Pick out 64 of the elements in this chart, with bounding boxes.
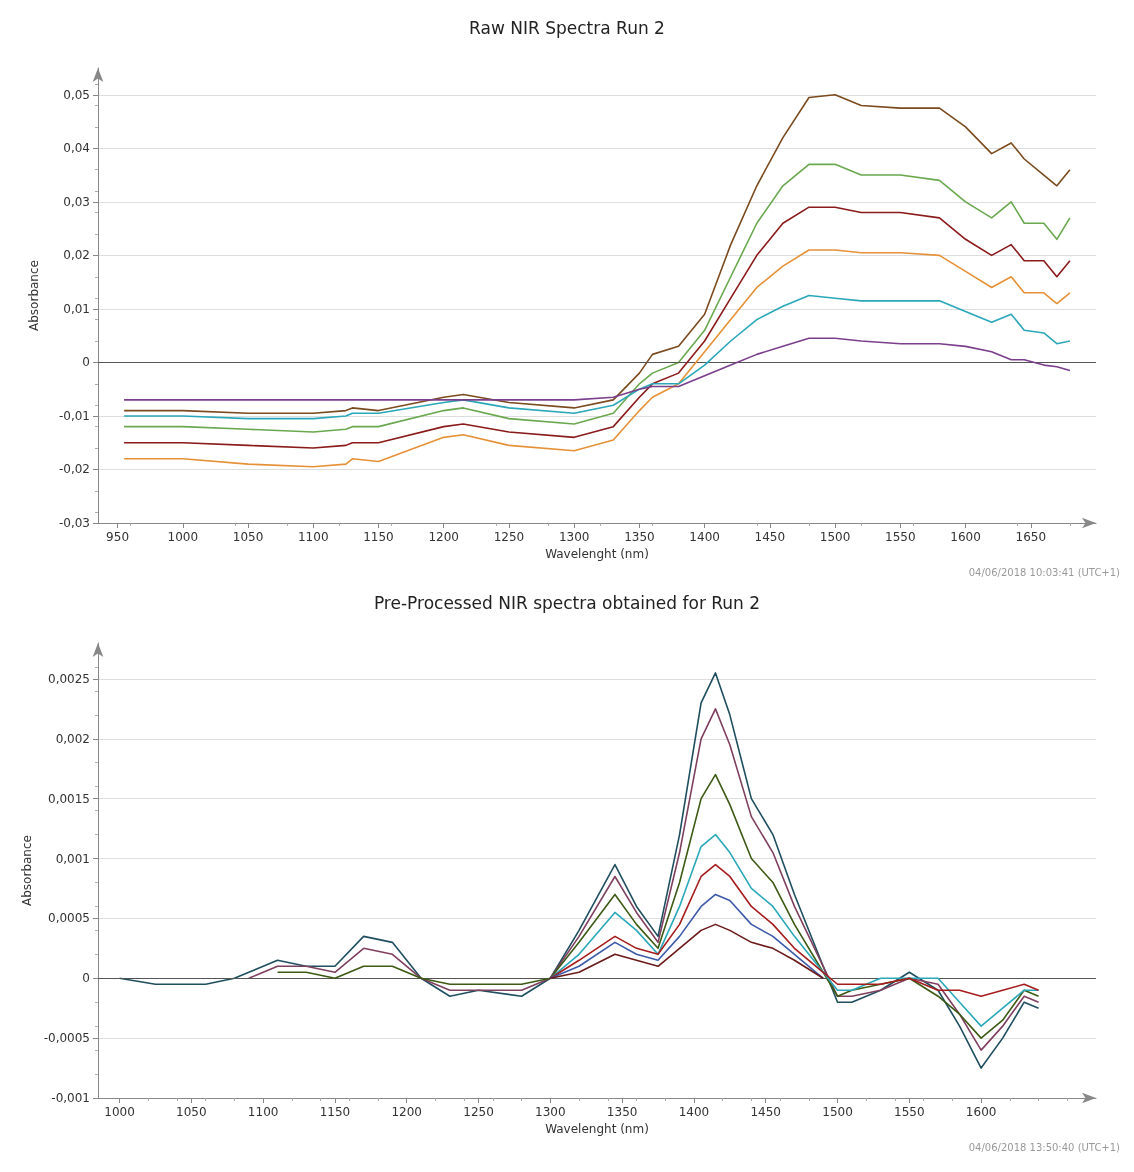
x-tick-label: 1300: [558, 530, 590, 544]
y-tick-label: 0,002: [55, 731, 90, 746]
line-series: [123, 163, 1071, 433]
x-tick-label: 1150: [363, 530, 394, 544]
y-axis-title: Absorbance: [27, 260, 41, 331]
x-axis-title: Wavelenght (nm): [545, 546, 649, 561]
x-tick-label: 1250: [463, 1105, 494, 1119]
x-tick-label: 1200: [428, 530, 459, 544]
x-tick-label: 950: [106, 530, 130, 544]
line-series: [123, 294, 1071, 420]
line-series: [549, 923, 824, 980]
y-tick-label: 0,001: [55, 851, 90, 866]
x-tick-label: 1000: [167, 530, 199, 544]
y-tick-label: -0,03: [58, 516, 90, 530]
y-tick-label: 0,05: [63, 87, 90, 102]
x-tick-label: 1650: [1015, 530, 1047, 544]
y-axis-title: Absorbance: [19, 835, 34, 906]
line-series: [123, 93, 1071, 415]
y-tick-label: -0,02: [58, 462, 90, 477]
x-tick-label: 1000: [104, 1105, 135, 1119]
x-tick-label: 1150: [319, 1105, 351, 1119]
x-tick-label: 1400: [678, 1105, 710, 1119]
x-tick-label: 1350: [624, 530, 655, 544]
line-series: [276, 773, 1040, 1039]
x-tick-label: 1050: [232, 530, 264, 544]
chart-title: Pre-Processed NIR spectra obtained for Run 2: [373, 592, 761, 613]
x-tick-label: 1100: [247, 1105, 279, 1119]
y-tick-label: 0,0025: [48, 671, 90, 686]
y-tick-label: -0,001: [51, 1091, 90, 1105]
y-tick-label: -0,01: [58, 408, 90, 423]
y-tick-label: 0,0015: [48, 791, 90, 806]
line-series: [247, 708, 1040, 1051]
x-tick-label: 1550: [894, 1105, 925, 1119]
x-tick-label: 1450: [750, 1105, 781, 1119]
line-series: [123, 249, 1071, 468]
y-tick-label: 0,02: [63, 248, 90, 263]
x-tick-label: 1500: [822, 1105, 853, 1119]
y-tick-label: 0: [82, 971, 90, 986]
x-tick-label: 1250: [493, 530, 525, 544]
y-tick-label: -0,0005: [43, 1031, 90, 1046]
y-tick-label: 0,0005: [48, 911, 90, 926]
x-tick-label: 1500: [819, 530, 851, 544]
x-tick-label: 1600: [950, 530, 981, 544]
chart-title: Raw NIR Spectra Run 2: [469, 17, 665, 38]
x-tick-label: 1350: [606, 1105, 638, 1119]
y-tick-label: 0: [82, 355, 90, 370]
x-tick-label: 1450: [754, 530, 786, 544]
x-tick-label: 1600: [965, 1105, 997, 1119]
line-series: [123, 206, 1071, 449]
y-tick-label: 0,03: [63, 194, 90, 209]
x-tick-label: 1550: [885, 530, 916, 544]
line-series: [549, 893, 824, 980]
x-tick-label: 1100: [297, 530, 329, 544]
x-tick-label: 1050: [176, 1105, 207, 1119]
y-tick-label: 0,04: [63, 141, 90, 156]
text: 04/06/2018 13:50:40 (UTC+1): [968, 1141, 1121, 1153]
x-tick-label: 1200: [391, 1105, 423, 1119]
x-axis-title: Wavelenght (nm): [545, 1121, 649, 1136]
y-tick-label: 0,01: [63, 301, 90, 316]
line-series: [549, 833, 1040, 1027]
line-series: [123, 337, 1071, 401]
x-tick-label: 1300: [535, 1105, 566, 1119]
text: 04/06/2018 10:03:41 (UTC+1): [968, 566, 1121, 578]
x-tick-label: 1400: [689, 530, 720, 544]
